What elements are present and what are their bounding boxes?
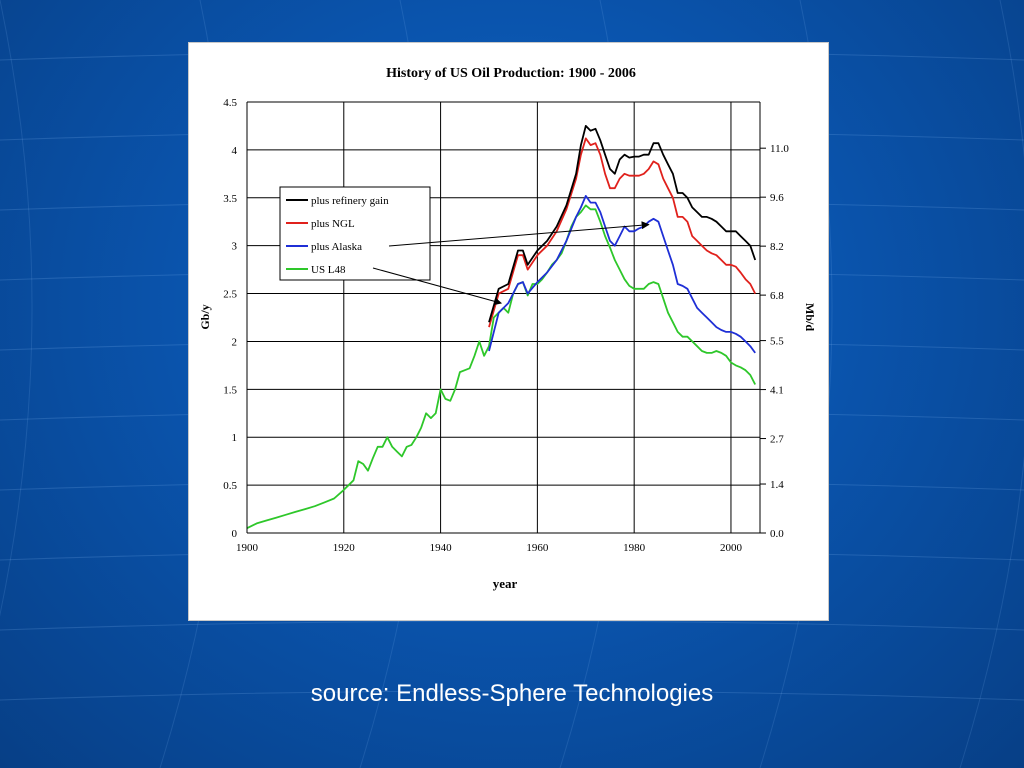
y-tick-label: 1 bbox=[232, 432, 238, 444]
y2-tick-label: 11.0 bbox=[770, 143, 789, 155]
series-line-1 bbox=[488, 137, 757, 328]
legend-label: US L48 bbox=[311, 264, 346, 276]
y-tick-label: 2 bbox=[232, 336, 238, 348]
y2-tick-label: 6.8 bbox=[770, 290, 784, 302]
y-tick-label: 2.5 bbox=[223, 289, 237, 301]
source-caption: source: Endless-Sphere Technologies bbox=[310, 680, 714, 707]
legend-label: plus refinery gain bbox=[311, 195, 389, 207]
series-line-3 bbox=[246, 204, 756, 530]
axes: 0 0.5 1 1.5 2 2.5 3 3.5 4 4.5 1900 1920 1940 1960 1980… bbox=[223, 97, 789, 554]
legend-label: plus Alaska bbox=[311, 241, 362, 253]
legend-label: plus NGL bbox=[311, 218, 355, 230]
y-tick-label: 4 bbox=[232, 145, 238, 157]
y2-tick-label: 8.2 bbox=[770, 241, 784, 253]
y2-tick-label: 5.5 bbox=[770, 336, 784, 348]
legend-arrows bbox=[372, 221, 650, 306]
x-tick-label: 1980 bbox=[623, 542, 646, 554]
y-axis-label: Gb/y bbox=[198, 304, 212, 329]
secondary-y-axis-label: Mb/d bbox=[803, 303, 817, 331]
arrow-plus-alaska bbox=[388, 221, 650, 247]
background-line bbox=[0, 0, 33, 617]
arrow-us-l48 bbox=[372, 267, 503, 306]
background-line bbox=[959, 0, 1024, 768]
series-line-0 bbox=[488, 125, 757, 323]
y-tick-label: 0.5 bbox=[223, 480, 237, 492]
y2-tick-label: 9.6 bbox=[770, 192, 784, 204]
series-layer bbox=[246, 125, 757, 530]
chart-title: History of US Oil Production: 1900 - 200… bbox=[386, 66, 636, 81]
y-tick-label: 4.5 bbox=[223, 97, 237, 109]
x-tick-label: 1940 bbox=[430, 542, 453, 554]
x-tick-label: 2000 bbox=[720, 542, 743, 554]
background-line bbox=[0, 620, 1024, 631]
background-line bbox=[0, 690, 1024, 701]
x-tick-label: 1960 bbox=[526, 542, 549, 554]
chart: History of US Oil Production: 1900 - 200… bbox=[198, 66, 817, 591]
y-tick-label: 0 bbox=[232, 528, 238, 540]
y-tick-label: 3 bbox=[232, 241, 238, 253]
x-tick-label: 1900 bbox=[236, 542, 259, 554]
x-axis-label: year bbox=[493, 576, 518, 591]
y-tick-label: 3.5 bbox=[223, 193, 237, 205]
legend: plus refinery gain plus NGL plus Alaska US … bbox=[279, 186, 431, 281]
y-tick-label: 1.5 bbox=[223, 384, 237, 396]
chart-panel: History of US Oil Production: 1900 - 200… bbox=[188, 42, 829, 621]
x-tick-label: 1920 bbox=[333, 542, 356, 554]
y2-tick-label: 2.7 bbox=[770, 434, 784, 446]
y2-tick-label: 0.0 bbox=[770, 528, 784, 540]
y2-tick-label: 4.1 bbox=[770, 385, 784, 397]
legend-box bbox=[279, 186, 431, 281]
y2-tick-label: 1.4 bbox=[770, 479, 784, 491]
grid bbox=[246, 101, 761, 534]
